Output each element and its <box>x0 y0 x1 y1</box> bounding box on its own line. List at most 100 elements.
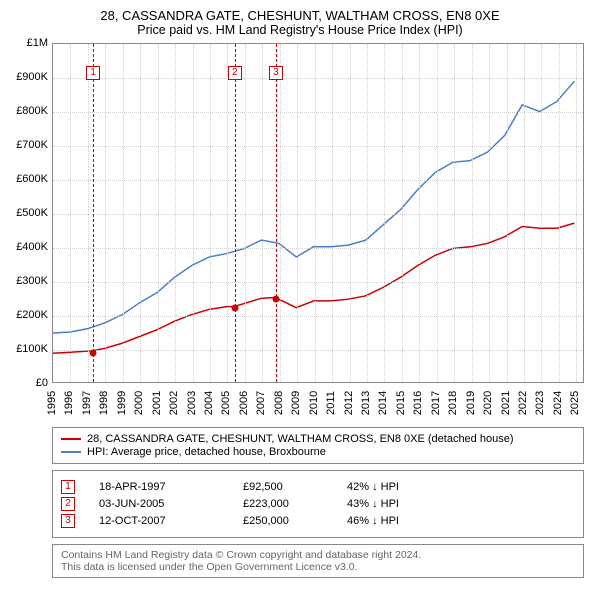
sale-dot <box>231 305 238 312</box>
gridline-v <box>245 44 246 382</box>
y-tick-label: £200K <box>16 309 48 321</box>
gridline-v <box>227 44 228 382</box>
y-tick-label: £1M <box>27 37 48 49</box>
legend-label: 28, CASSANDRA GATE, CHESHUNT, WALTHAM CR… <box>87 433 514 445</box>
x-tick-label: 1996 <box>63 391 75 415</box>
y-tick-label: £400K <box>16 241 48 253</box>
x-tick-label: 2007 <box>255 391 267 415</box>
gridline-v <box>559 44 560 382</box>
y-tick-label: £800K <box>16 105 48 117</box>
attribution: Contains HM Land Registry data © Crown c… <box>52 544 584 578</box>
legend-swatch-hpi <box>61 451 81 453</box>
sale-index-box: 2 <box>61 497 75 511</box>
sale-dot <box>90 349 97 356</box>
chart-area: £0 £100K £200K £300K £400K £500K £600K £700K £80… <box>12 43 588 423</box>
x-tick-label: 2017 <box>430 391 442 415</box>
gridline-h <box>53 112 583 113</box>
x-tick-label: 2023 <box>534 391 546 415</box>
legend-row: HPI: Average price, detached house, Brox… <box>61 446 575 458</box>
sale-dot <box>272 296 279 303</box>
sale-marker-line <box>93 44 94 382</box>
x-tick-label: 2009 <box>290 391 302 415</box>
x-tick-label: 2011 <box>325 391 337 415</box>
gridline-h <box>53 146 583 147</box>
gridline-h <box>53 282 583 283</box>
plot-area: 123 <box>52 43 584 383</box>
sale-marker-box: 2 <box>228 66 242 80</box>
x-tick-label: 1995 <box>46 391 58 415</box>
x-tick-label: 2014 <box>377 391 389 415</box>
x-tick-label: 2015 <box>395 391 407 415</box>
gridline-v <box>402 44 403 382</box>
line-svg <box>53 44 583 382</box>
gridline-v <box>123 44 124 382</box>
chart-subtitle: Price paid vs. HM Land Registry's House … <box>12 23 588 37</box>
gridline-v <box>419 44 420 382</box>
gridline-v <box>140 44 141 382</box>
y-tick-label: £700K <box>16 139 48 151</box>
gridline-v <box>472 44 473 382</box>
chart-title: 28, CASSANDRA GATE, CHESHUNT, WALTHAM CR… <box>12 8 588 23</box>
gridline-v <box>489 44 490 382</box>
x-tick-label: 2001 <box>151 391 163 415</box>
gridline-h <box>53 350 583 351</box>
x-tick-label: 2002 <box>168 391 180 415</box>
gridline-v <box>210 44 211 382</box>
y-tick-label: £300K <box>16 275 48 287</box>
x-tick-label: 1998 <box>98 391 110 415</box>
gridline-v <box>88 44 89 382</box>
gridline-v <box>193 44 194 382</box>
gridline-v <box>524 44 525 382</box>
gridline-v <box>262 44 263 382</box>
sale-date: 18-APR-1997 <box>99 481 219 493</box>
legend-row: 28, CASSANDRA GATE, CHESHUNT, WALTHAM CR… <box>61 433 575 445</box>
x-tick-label: 2003 <box>186 391 198 415</box>
x-tick-label: 2022 <box>517 391 529 415</box>
sale-index-box: 3 <box>61 514 75 528</box>
gridline-v <box>454 44 455 382</box>
y-tick-label: £600K <box>16 173 48 185</box>
sales-table-row: 3 12-OCT-2007 £250,000 46% ↓ HPI <box>61 514 575 528</box>
x-tick-label: 1997 <box>81 391 93 415</box>
gridline-v <box>105 44 106 382</box>
sale-hpi-delta: 43% ↓ HPI <box>347 498 427 510</box>
sale-marker-box: 3 <box>269 66 283 80</box>
gridline-v <box>507 44 508 382</box>
y-axis: £0£100K£200K£300K£400K£500K£600K£700K£80… <box>12 43 52 383</box>
x-axis: 1995199619971998199920002001200220032004… <box>52 383 584 423</box>
legend-swatch-property <box>61 438 81 440</box>
legend-label: HPI: Average price, detached house, Brox… <box>87 446 326 458</box>
gridline-v <box>175 44 176 382</box>
attribution-line: This data is licensed under the Open Gov… <box>61 561 575 573</box>
sale-index-box: 1 <box>61 480 75 494</box>
y-tick-label: £0 <box>36 377 48 389</box>
sale-hpi-delta: 42% ↓ HPI <box>347 481 427 493</box>
legend: 28, CASSANDRA GATE, CHESHUNT, WALTHAM CR… <box>52 427 584 464</box>
gridline-v <box>367 44 368 382</box>
sale-marker-line <box>235 44 236 382</box>
x-tick-label: 2024 <box>552 391 564 415</box>
gridline-h <box>53 316 583 317</box>
sale-price: £92,500 <box>243 481 323 493</box>
y-tick-label: £100K <box>16 343 48 355</box>
sales-table-row: 203-JUN-2005£223,00043% ↓ HPI <box>61 497 575 511</box>
gridline-h <box>53 78 583 79</box>
sales-table: 1 18-APR-1997 £92,500 42% ↓ HPI 203-JUN-2005… <box>52 470 584 538</box>
gridline-v <box>541 44 542 382</box>
y-tick-label: £900K <box>16 71 48 83</box>
x-tick-label: 2019 <box>465 391 477 415</box>
attribution-line: Contains HM Land Registry data © Crown c… <box>61 549 575 561</box>
sales-table-row: 1 18-APR-1997 £92,500 42% ↓ HPI <box>61 480 575 494</box>
y-tick-label: £500K <box>16 207 48 219</box>
gridline-v <box>297 44 298 382</box>
gridline-v <box>70 44 71 382</box>
sale-price: £250,000 <box>243 515 323 527</box>
x-tick-label: 2010 <box>308 391 320 415</box>
x-tick-label: 2018 <box>447 391 459 415</box>
sale-hpi-delta: 46% ↓ HPI <box>347 515 427 527</box>
sale-date: 12-OCT-2007 <box>99 515 219 527</box>
x-tick-label: 2000 <box>133 391 145 415</box>
x-tick-label: 2006 <box>238 391 250 415</box>
x-tick-label: 2005 <box>220 391 232 415</box>
gridline-v <box>350 44 351 382</box>
